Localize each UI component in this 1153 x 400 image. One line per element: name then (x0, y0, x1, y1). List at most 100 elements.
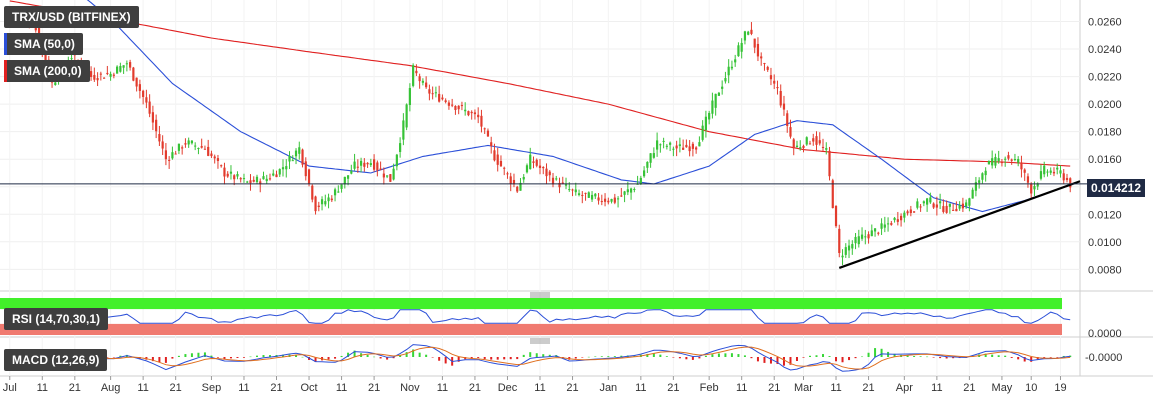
macd-histogram-bar (1069, 355, 1072, 357)
sma200-legend[interactable]: SMA (200,0) (4, 60, 90, 82)
macd-panel (8, 344, 1072, 372)
candle-body (834, 205, 838, 227)
macd-histogram-bar (412, 349, 415, 357)
rsi-legend[interactable]: RSI (14,70,30,1) (4, 308, 109, 330)
macd-histogram-bar (249, 356, 252, 358)
candle-body (421, 80, 424, 83)
candle-body (379, 168, 382, 170)
axes: 0.00800.01000.01200.01400.01600.01800.02… (3, 17, 1123, 394)
rsi-panel (0, 298, 1071, 335)
pane-resize-handles[interactable] (530, 292, 550, 344)
macd-histogram-bar (769, 357, 772, 364)
candle-body (857, 236, 860, 245)
candle-body (1039, 171, 1043, 179)
rsi-overbought-zone (0, 298, 1062, 310)
candle-body (968, 198, 971, 206)
candle-body (616, 198, 620, 200)
candle-body (197, 147, 200, 149)
candle-body (161, 141, 164, 149)
macd-histogram-bar (809, 355, 811, 357)
trendline[interactable] (838, 180, 1081, 270)
candle-body (867, 234, 870, 239)
macd-histogram-bar (874, 348, 877, 357)
sma50-legend[interactable]: SMA (50,0) (4, 33, 83, 55)
candle-body (496, 154, 499, 165)
candle-body (142, 90, 145, 97)
candle-body (629, 188, 633, 193)
candle-body (467, 111, 470, 116)
candle-body (168, 159, 171, 161)
candle-body (714, 93, 717, 108)
macd-histogram-bar (1030, 357, 1033, 362)
x-tick-label: 11 (736, 382, 747, 394)
candle-body (483, 128, 486, 130)
candle-body (958, 205, 961, 209)
candle-body (519, 182, 522, 191)
candle-body (721, 86, 724, 89)
x-tick-label: 21 (566, 382, 578, 394)
x-tick-label: 10 (1025, 382, 1037, 394)
candle-body (747, 31, 750, 35)
macd-histogram-bar (314, 357, 317, 363)
x-tick-label: Nov (400, 382, 420, 394)
y-tick-label: 0.0120 (1088, 209, 1122, 221)
candle-body (285, 166, 288, 170)
candle-body (265, 178, 268, 182)
candle-body (812, 138, 815, 142)
macd-histogram-bar (613, 356, 616, 357)
candle-body (594, 193, 597, 197)
candle-body (1052, 171, 1056, 174)
candle-body (815, 136, 818, 145)
macd-histogram-bar (236, 357, 239, 358)
macd-histogram-bar (373, 356, 376, 358)
candle-body (194, 145, 197, 147)
candle-body (415, 70, 418, 74)
macd-legend[interactable]: MACD (12,26,9) (4, 349, 108, 371)
macd-histogram-bar (112, 357, 115, 358)
candle-body (307, 169, 311, 184)
macd-histogram-bar (379, 357, 382, 359)
candle-body (236, 174, 239, 177)
candle-body (102, 77, 106, 79)
y-tick-label: 0.0240 (1088, 44, 1122, 56)
candle-body (639, 177, 642, 184)
macd-histogram-bar (184, 354, 187, 357)
candle-body (769, 75, 773, 80)
macd-histogram-bar (861, 356, 864, 358)
candle-body (353, 161, 356, 169)
candle-body (249, 180, 252, 184)
candle-body (408, 88, 411, 106)
candle-body (698, 142, 701, 147)
candle-body (974, 182, 978, 191)
y-tick-label: 0.0180 (1088, 127, 1122, 139)
y-tick-label: 0.0100 (1088, 237, 1122, 249)
candle-body (151, 112, 154, 123)
candle-body (535, 159, 538, 166)
macd-histogram-bar (282, 354, 285, 357)
candle-body (649, 153, 652, 163)
macd-histogram-bar (776, 357, 779, 365)
candle-body (44, 51, 47, 64)
macd-histogram-bar (106, 357, 109, 358)
candle-body (538, 165, 542, 168)
x-tick-label: 21 (69, 382, 81, 394)
candle-body (255, 176, 259, 183)
macd-histogram-bar (685, 357, 688, 360)
candle-body (298, 147, 301, 154)
candle-body (135, 77, 138, 87)
macd-histogram-bar (386, 357, 389, 360)
macd-histogram-bar (548, 354, 551, 357)
macd-histogram-bar (190, 353, 193, 357)
macd-y-tick-label: -0.0000 (1085, 352, 1122, 364)
candle-body (1020, 162, 1023, 170)
candle-body (431, 93, 434, 95)
rsi-line (9, 309, 1071, 324)
x-tick-label: Apr (896, 382, 913, 394)
candle-body (662, 140, 665, 142)
candle-body (441, 97, 444, 100)
candle-body (682, 147, 685, 150)
macd-histogram-bar (913, 356, 916, 357)
macd-histogram-bar (483, 357, 486, 359)
candle-body (574, 189, 577, 193)
